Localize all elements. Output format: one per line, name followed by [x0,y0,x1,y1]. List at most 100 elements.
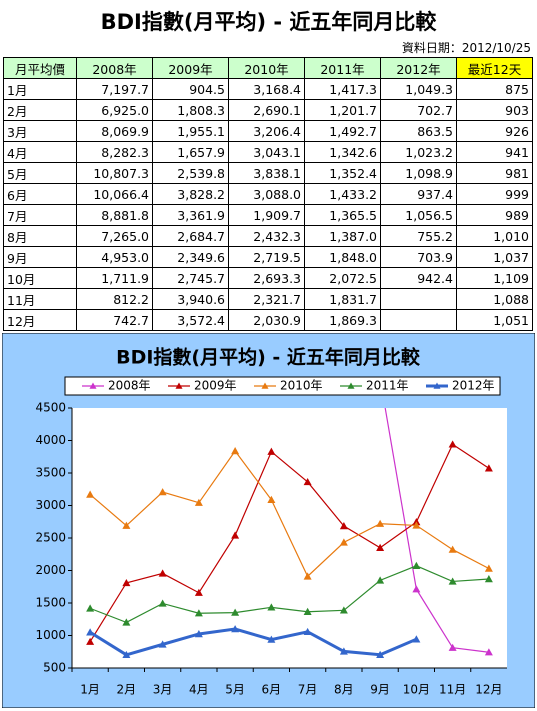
y-tick-label: 2000 [35,563,66,577]
x-tick-label: 3月 [153,683,173,697]
data-point [412,635,421,643]
chart: BDI指數(月平均) - 近五年同月比較 500 1000 1500 2000 2500… [2,333,535,708]
table-cell: 875 [456,78,533,100]
legend-marker [261,382,269,389]
table-cell: 1,098.9 [380,162,457,184]
table-row: 7月 8,881.8 3,361.9 1,909.7 1,365.5 1,056.5 989 [3,204,533,226]
data-date: 資料日期：2012/10/25 [401,41,531,55]
data-point [412,585,421,593]
x-tick-label: 5月 [225,683,245,697]
data-point [267,603,276,611]
x-tick-label: 11月 [439,683,466,697]
table-cell: 4月 [3,141,77,163]
data-point [231,531,240,539]
data-point [303,477,312,486]
legend-box [64,376,501,396]
data-point [339,538,348,546]
page-title: BDI指數(月平均) - 近五年同月比較 [100,10,437,34]
data-point [339,606,348,614]
table-cell: 7,265.0 [76,225,153,247]
data-point [231,447,240,455]
table-cell: 1,037 [456,246,533,268]
table-cell: 1,711.9 [76,267,153,289]
x-tick-label: 1月 [80,683,100,697]
table-cell: 6,925.0 [76,99,153,121]
table-cell: 1,387.0 [304,225,381,247]
table-cell: 10,807.3 [76,162,153,184]
table-cell: 1月 [3,78,77,100]
data-point [267,447,276,455]
table-row: 10月 1,711.9 2,745.7 2,693.3 2,072.5 942.4 1,10… [3,267,533,289]
legend-label: 2009年 [194,379,237,393]
table-cell: 4,953.0 [76,246,153,268]
table-cell: 755.2 [380,225,457,247]
data-point [86,490,95,498]
table-cell: 2010年 [228,57,305,79]
data-point [158,599,167,607]
data-point [484,648,493,656]
table-cell: 2,719.5 [228,246,305,268]
table-cell: 2008年 [76,57,153,79]
table-cell: 3,838.1 [228,162,305,184]
table-row: 2月 6,925.0 1,808.3 2,690.1 1,201.7 702.7 903 [3,99,533,121]
legend-label: 2011年 [366,379,409,393]
data-point [158,640,167,648]
table-cell: 904.5 [152,78,229,100]
table-cell: 3,043.1 [228,141,305,163]
table-cell: 3,940.6 [152,288,229,310]
y-tick-label: 3500 [35,466,66,480]
legend-label: 2008年 [108,379,151,393]
data-point [122,521,131,529]
table-cell: 812.2 [76,288,153,310]
table-cell: 2,539.8 [152,162,229,184]
table-cell: 2月 [3,99,77,121]
series-line [89,627,417,657]
table-cell: 2009年 [152,57,229,79]
table-cell: 1,955.1 [152,120,229,142]
data-point [194,629,203,638]
table-row: 6月 10,066.4 3,828.2 3,088.0 1,433.2 937.4 999 [3,183,533,205]
data-point [158,488,167,496]
table-cell: 1,049.3 [380,78,457,100]
data-point [412,521,421,529]
table-cell: 1,909.7 [228,204,305,226]
legend-marker [347,382,355,389]
y-tick-label: 3000 [35,498,66,512]
data-point [448,643,457,651]
table-cell: 5月 [3,162,77,184]
data-point [194,498,203,506]
table-cell: 1,342.6 [304,141,381,163]
table-cell: 937.4 [380,183,457,205]
data-point [303,572,312,580]
data-point [267,495,276,503]
table-cell: 1,657.9 [152,141,229,163]
table-cell: 10月 [3,267,77,289]
y-tick-label: 4000 [35,433,66,447]
table-cell: 742.7 [76,309,153,331]
data-point [194,609,203,617]
x-tick-label: 8月 [334,683,354,697]
plot-series [86,408,493,659]
table-cell: 7月 [3,204,77,226]
x-tick-label: 12月 [475,683,502,697]
table-cell: 8月 [3,225,77,247]
data-point [267,635,276,643]
table-cell: 999 [456,183,533,205]
table-cell: 1,808.3 [152,99,229,121]
data-point [339,647,348,655]
table-cell: 2,072.5 [304,267,381,289]
data-point [86,628,95,636]
table-cell: 1,848.0 [304,246,381,268]
data-table: 月平均價 2008年 2009年 2010年 2011年 2012年 最近12天 1月 7,19… [3,57,533,331]
data-point [122,578,131,587]
table-cell: 2,030.9 [228,309,305,331]
data-point [158,569,167,577]
table-cell: 3,206.4 [228,120,305,142]
table-cell: 1,051 [456,309,533,331]
table-row: 11月 812.2 3,940.6 2,321.7 1,831.7 1,088 [3,288,533,310]
data-point [339,521,348,530]
data-point [448,545,457,553]
legend-marker [89,382,97,389]
data-point [412,561,421,569]
